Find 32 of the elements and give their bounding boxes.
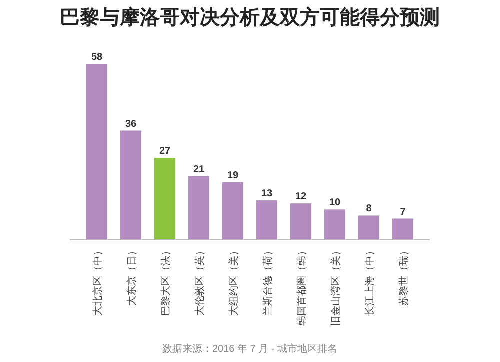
bar [188,176,210,240]
x-tick-label: 巴黎大区（法） [160,246,172,316]
chart-title: 巴黎与摩洛哥对决分析及双方可能得分预测 [60,6,440,29]
bar [222,182,244,240]
x-tick-label: 长江上海（中） [364,246,376,316]
x-tick-label: 苏黎世（瑞） [398,246,410,306]
data-label: 36 [125,118,137,130]
x-tick-label: 大伦敦区（英） [194,246,206,316]
bar [392,218,414,240]
x-tick-label: 兰斯台德（荷） [262,246,274,316]
bar [86,64,108,240]
x-tick-label: 韩国首都圈（韩） [296,246,308,326]
source-note: 数据来源：2016 年 7 月 - 城市地区排名 [162,343,338,355]
bar [358,216,380,240]
data-label: 10 [329,198,341,209]
data-label: 21 [193,164,205,176]
bar [256,200,278,240]
data-label: 13 [261,188,273,200]
data-label: 12 [295,192,307,203]
x-tick-label: 旧金山湾区（美） [330,246,342,326]
data-label: 8 [366,204,372,215]
x-tick-label: 大东京（日） [126,246,138,306]
data-label: 58 [91,52,103,63]
bar [290,204,312,240]
bar [324,210,346,240]
x-tick-label: 大北京区（中） [92,246,104,316]
data-label: 27 [159,146,171,158]
bar [120,130,142,240]
data-label: 7 [400,206,406,218]
x-tick-label: 大纽约区（美） [228,246,240,316]
bar [154,158,176,240]
data-label: 19 [227,170,239,182]
